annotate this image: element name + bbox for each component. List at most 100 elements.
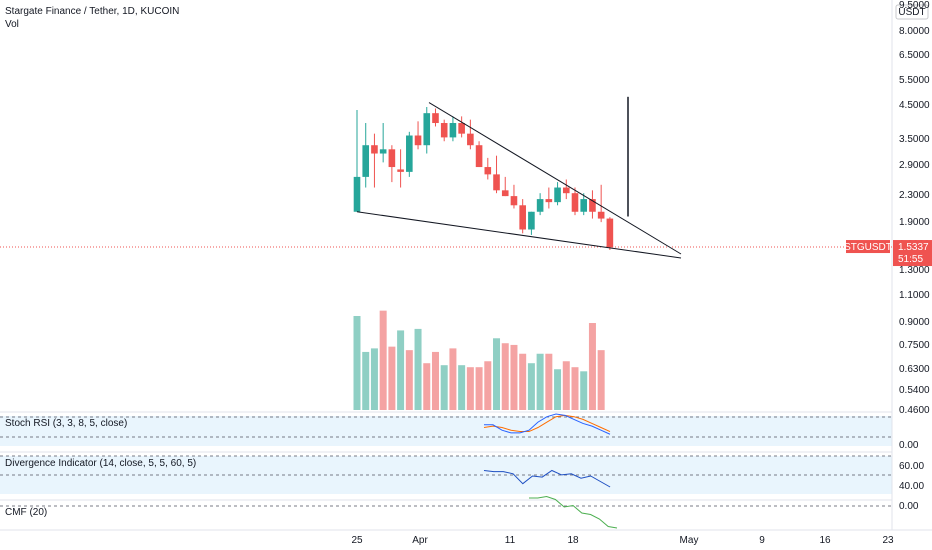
divergence-axis-upper: 60.00 bbox=[899, 461, 924, 472]
candle-body[interactable] bbox=[423, 113, 431, 146]
candle-body[interactable] bbox=[536, 199, 544, 212]
candle-body[interactable] bbox=[467, 133, 474, 146]
candle-body[interactable] bbox=[597, 211, 605, 219]
candle-body[interactable] bbox=[589, 199, 596, 212]
time-tick-label: 18 bbox=[567, 535, 579, 546]
cmf-axis-value: 0.00 bbox=[899, 501, 919, 512]
stoch-axis-value: 0.00 bbox=[899, 440, 919, 451]
volume-bar bbox=[501, 343, 509, 410]
candle-body[interactable] bbox=[519, 205, 526, 230]
candle-body[interactable] bbox=[414, 135, 422, 146]
price-tick-label: 1.3000 bbox=[899, 265, 930, 276]
volume-label[interactable]: Vol bbox=[5, 19, 19, 30]
time-tick-label: May bbox=[680, 535, 699, 546]
candle-body[interactable] bbox=[528, 211, 535, 230]
volume-bar bbox=[536, 353, 544, 410]
volume-bar bbox=[353, 316, 361, 410]
volume-bars bbox=[353, 310, 605, 410]
candle-body[interactable] bbox=[406, 135, 413, 172]
candle-body[interactable] bbox=[571, 193, 579, 212]
candle-body[interactable] bbox=[545, 199, 553, 203]
candle-body[interactable] bbox=[371, 145, 378, 154]
bar-countdown: 51:55 bbox=[898, 254, 923, 265]
volume-bar bbox=[510, 344, 518, 410]
candle-body[interactable] bbox=[475, 145, 483, 168]
time-tick-label: Apr bbox=[412, 535, 428, 546]
volume-bar bbox=[379, 310, 387, 410]
volume-bar bbox=[588, 323, 596, 410]
volume-bar bbox=[527, 363, 535, 410]
price-tick-label: 6.5000 bbox=[899, 50, 930, 61]
cmf-series bbox=[529, 495, 618, 529]
currency-box[interactable] bbox=[895, 4, 929, 20]
time-tick-label: 11 bbox=[505, 535, 516, 546]
price-tick-label: 5.5000 bbox=[899, 75, 930, 86]
candle-body[interactable] bbox=[484, 167, 492, 175]
divergence-series bbox=[483, 469, 611, 488]
candles[interactable] bbox=[353, 106, 614, 250]
candle-body[interactable] bbox=[580, 199, 588, 212]
divergence-title[interactable]: Divergence Indicator (14, close, 5, 5, 6… bbox=[5, 458, 196, 469]
divergence-line bbox=[483, 469, 611, 488]
price-tick-label: 3.5000 bbox=[899, 134, 930, 145]
volume-bar bbox=[580, 371, 588, 410]
time-tick-label: 9 bbox=[759, 535, 765, 546]
price-tick-label: 1.9000 bbox=[899, 217, 930, 228]
candle-body[interactable] bbox=[397, 169, 404, 172]
symbol-tag bbox=[846, 240, 890, 254]
volume-bar bbox=[423, 363, 431, 410]
divergence-axis-lower: 40.00 bbox=[899, 481, 924, 492]
volume-bar bbox=[362, 351, 370, 410]
volume-bar bbox=[370, 348, 378, 410]
candle-body[interactable] bbox=[362, 145, 370, 177]
candle-body[interactable] bbox=[554, 187, 561, 203]
candle-body[interactable] bbox=[432, 113, 439, 124]
price-tick-label: 2.3000 bbox=[899, 190, 930, 201]
volume-bar bbox=[571, 367, 579, 410]
volume-bar bbox=[388, 346, 396, 410]
candle-body[interactable] bbox=[440, 123, 448, 138]
lower-trendline[interactable] bbox=[356, 211, 682, 259]
symbol-title[interactable]: Stargate Finance / Tether, 1D, KUCOIN bbox=[5, 6, 179, 17]
candle-body[interactable] bbox=[501, 190, 509, 197]
candle-body[interactable] bbox=[458, 123, 465, 134]
volume-bar bbox=[484, 361, 492, 410]
candle-body[interactable] bbox=[562, 187, 570, 194]
price-axis[interactable]: 9.5000 8.0000 6.5000 5.5000 4.5000 3.5000 2.90… bbox=[899, 0, 930, 416]
volume-bar bbox=[493, 338, 501, 410]
candle-body[interactable] bbox=[493, 174, 500, 191]
volume-bar bbox=[397, 330, 405, 410]
stoch-rsi-title[interactable]: Stoch RSI (3, 3, 8, 5, close) bbox=[5, 418, 127, 429]
price-tick-label: 2.9000 bbox=[899, 160, 930, 171]
price-tick-label: 0.9000 bbox=[899, 317, 930, 328]
price-tick-label: 0.4600 bbox=[899, 405, 930, 416]
candle-body[interactable] bbox=[353, 176, 361, 212]
volume-bar bbox=[414, 328, 422, 410]
candle-body[interactable] bbox=[449, 123, 457, 138]
time-tick-label: 25 bbox=[351, 535, 363, 546]
candle-body[interactable] bbox=[606, 218, 614, 248]
volume-bar bbox=[475, 367, 483, 410]
candle-body[interactable] bbox=[510, 196, 518, 206]
volume-bar bbox=[458, 365, 466, 410]
candle-body[interactable] bbox=[379, 149, 387, 154]
stoch-k-line bbox=[484, 413, 611, 435]
cmf-line bbox=[529, 495, 618, 529]
time-axis[interactable]: 25 Apr 11 18 May 9 16 23 bbox=[351, 535, 894, 546]
volume-bar bbox=[466, 367, 474, 410]
volume-bar bbox=[519, 353, 527, 410]
volume-bar bbox=[431, 351, 439, 410]
volume-bar bbox=[554, 369, 562, 410]
candle-body[interactable] bbox=[388, 149, 396, 168]
price-tick-label: 9.5000 bbox=[899, 0, 930, 11]
price-tick-label: 8.0000 bbox=[899, 26, 930, 37]
last-price-value: 1.5337 bbox=[898, 242, 929, 253]
trendlines[interactable] bbox=[356, 96, 682, 259]
stoch-d-line bbox=[483, 414, 611, 433]
price-tick-label: 0.5400 bbox=[899, 385, 930, 396]
upper-trendline[interactable] bbox=[428, 102, 682, 255]
volume-bar bbox=[405, 350, 413, 410]
stoch-rsi-band bbox=[0, 416, 892, 446]
cmf-title[interactable]: CMF (20) bbox=[5, 507, 47, 518]
